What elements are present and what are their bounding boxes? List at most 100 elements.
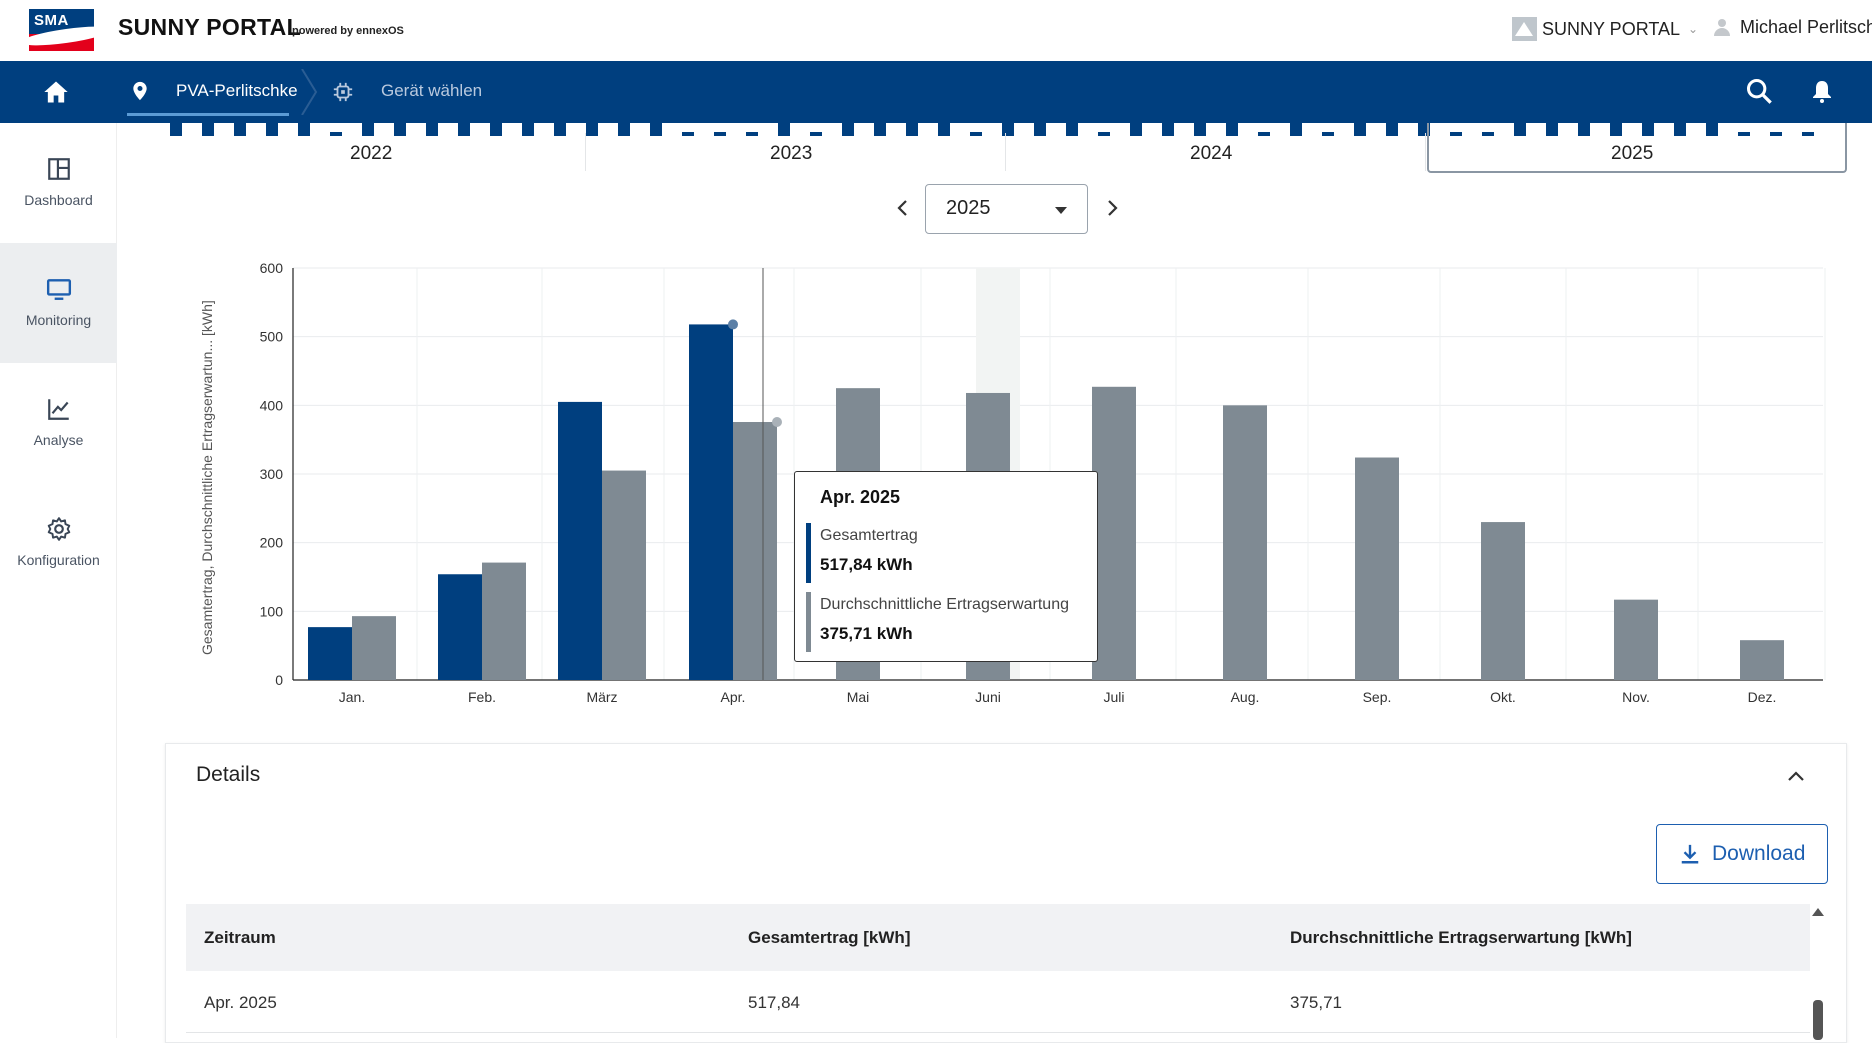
nav-site-link[interactable]: PVA-Perlitschke (176, 81, 298, 100)
timeline-tick (426, 123, 438, 136)
chevron-left-icon[interactable] (893, 198, 913, 218)
bar-gesamtertrag (308, 627, 352, 680)
timeline-tick (874, 123, 886, 136)
portal-switcher[interactable]: SUNNY PORTAL ⌄ (1512, 17, 1698, 41)
caret-down-icon (1055, 207, 1067, 214)
year-timeline: 2022 2023 2024 2025 (165, 123, 1847, 175)
bar-ertragserwartung (1355, 457, 1399, 680)
sidebar-item-label: Monitoring (25, 312, 92, 328)
sidebar-item-label: Konfiguration (17, 552, 100, 568)
details-panel: Details Download Zeitraum Gesamtertrag [… (165, 743, 1847, 1043)
column-header-zeitraum[interactable]: Zeitraum (204, 928, 276, 947)
timeline-tick (234, 123, 246, 136)
sidebar: Dashboard Monitoring Analyse Konfigurati… (0, 123, 117, 1038)
y-tick-label: 0 (275, 672, 283, 688)
details-title: Details (196, 763, 261, 786)
tooltip-series-name: Durchschnittliche Ertragserwartung (820, 596, 1069, 613)
tooltip-title: Apr. 2025 (820, 487, 901, 507)
timeline-tick (1226, 123, 1238, 136)
hover-marker (772, 417, 782, 428)
timeline-year[interactable]: 2023 (770, 143, 813, 164)
user-icon (1714, 19, 1730, 36)
user-menu[interactable]: Michael Perlitschke (1714, 17, 1872, 38)
portal-icon (1512, 17, 1537, 41)
timeline-tick (522, 123, 534, 136)
timeline-tick (490, 123, 502, 136)
device-select-link[interactable]: Gerät wählen (381, 81, 483, 100)
timeline-tick (1290, 123, 1302, 136)
bar-gesamtertrag (438, 574, 482, 680)
bar-ertragserwartung (1223, 405, 1267, 680)
timeline-tick (1482, 132, 1494, 136)
timeline-tick (970, 132, 982, 136)
table-cell: 375,71 (1290, 993, 1342, 1012)
sidebar-item-monitoring[interactable]: Monitoring (0, 243, 117, 363)
timeline-tick (714, 132, 726, 136)
chevron-right-icon[interactable] (1102, 198, 1122, 218)
hover-marker (728, 319, 738, 330)
x-tick-label: Okt. (1490, 689, 1516, 705)
timeline-tick (1002, 123, 1014, 136)
timeline-year[interactable]: 2025 (1611, 143, 1654, 164)
timeline-tick (650, 123, 662, 136)
timeline-ticks (165, 123, 1845, 137)
device-chip-icon (333, 82, 353, 102)
bar-gesamtertrag (558, 401, 602, 680)
bar-ertragserwartung (1092, 386, 1136, 680)
timeline-tick (1354, 123, 1366, 136)
timeline-tick (330, 132, 342, 136)
download-button[interactable]: Download (1656, 824, 1828, 884)
scrollbar-thumb[interactable] (1813, 1000, 1823, 1040)
timeline-tick (1514, 123, 1526, 136)
timeline-year[interactable]: 2022 (350, 143, 393, 164)
timeline-tick (1642, 123, 1654, 136)
sidebar-item-dashboard[interactable]: Dashboard (0, 123, 117, 243)
sidebar-item-analyse[interactable]: Analyse (0, 363, 117, 483)
year-dropdown-value: 2025 (946, 197, 991, 219)
timeline-tick (1674, 123, 1686, 136)
timeline-tick (1322, 132, 1334, 136)
timeline-tick (1802, 132, 1814, 136)
table-cell: 517,84 (748, 993, 800, 1012)
timeline-year[interactable]: 2024 (1190, 143, 1233, 164)
location-pin-icon (133, 81, 147, 101)
x-tick-label: Sep. (1363, 689, 1392, 705)
sidebar-item-konfiguration[interactable]: Konfiguration (0, 483, 117, 603)
bar-ertragserwartung (352, 616, 396, 680)
timeline-tick (618, 123, 630, 136)
timeline-tick (1162, 123, 1174, 136)
scroll-up-arrow[interactable] (1812, 908, 1824, 916)
monitor-icon (46, 279, 71, 300)
x-tick-label: Juni (975, 689, 1001, 705)
home-icon[interactable] (42, 78, 70, 106)
bar-ertragserwartung (1614, 599, 1658, 680)
tooltip-series-value: 375,71 kWh (820, 624, 913, 643)
bell-icon[interactable] (1810, 78, 1834, 104)
year-dropdown[interactable]: 2025 (925, 184, 1088, 234)
chevron-up-icon[interactable] (1786, 766, 1806, 786)
table-cell: Apr. 2025 (204, 993, 277, 1012)
timeline-selected-year[interactable] (1427, 123, 1847, 173)
timeline-tick (1034, 123, 1046, 136)
x-tick-label: Apr. (721, 689, 746, 705)
timeline-divider (1425, 133, 1426, 171)
column-header-gesamtertrag[interactable]: Gesamtertrag [kWh] (748, 928, 911, 947)
sma-logo[interactable]: SMA (29, 9, 94, 51)
timeline-tick (1130, 123, 1142, 136)
timeline-tick (458, 123, 470, 136)
column-header-ertragserwartung[interactable]: Durchschnittliche Ertragserwartung [kWh] (1290, 928, 1632, 947)
timeline-tick (810, 132, 822, 136)
table-row: Apr. 2025 517,84 375,71 (186, 971, 1810, 1033)
timeline-tick (682, 132, 694, 136)
timeline-divider (585, 133, 586, 171)
timeline-tick (266, 123, 278, 136)
brand-title: SUNNY PORTAL (118, 14, 301, 40)
timeline-tick (170, 123, 182, 136)
top-header: SMA SUNNY PORTAL powered by ennexOS SUNN… (0, 0, 1872, 61)
search-icon[interactable] (1745, 77, 1773, 105)
timeline-tick (1770, 132, 1782, 136)
x-tick-label: Dez. (1748, 689, 1777, 705)
bar-ertragserwartung (602, 470, 646, 680)
portal-switcher-label: SUNNY PORTAL (1542, 18, 1681, 39)
timeline-tick (1578, 123, 1590, 136)
